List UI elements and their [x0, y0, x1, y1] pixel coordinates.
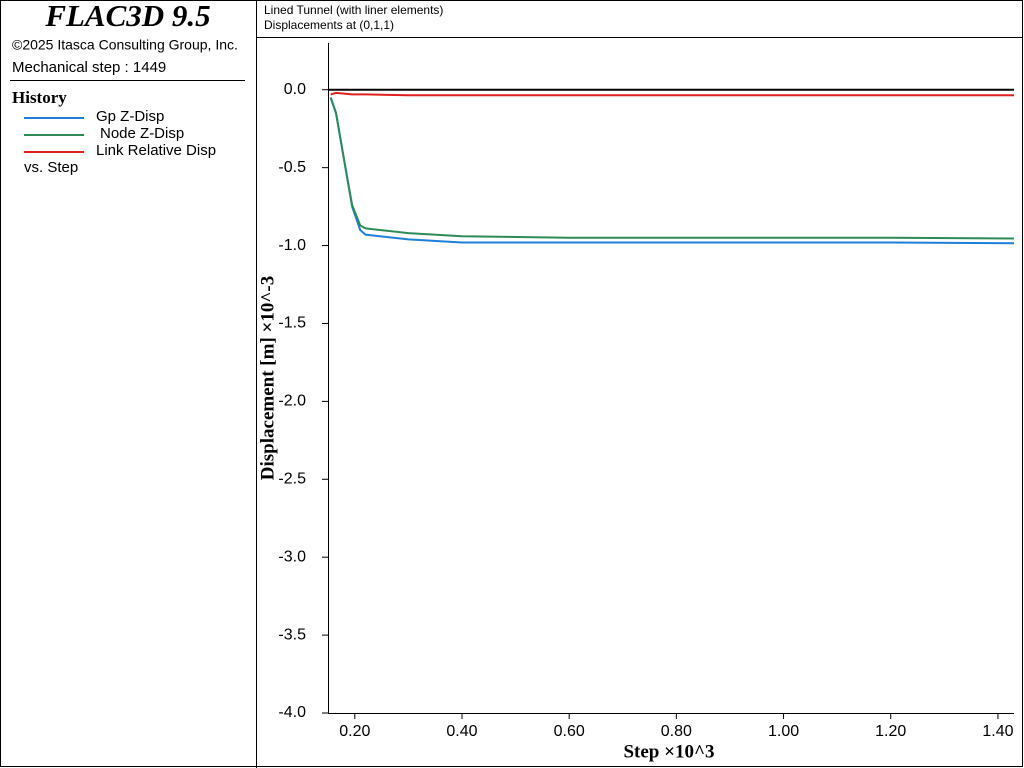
product-name: FLAC3D 9.5: [44, 0, 210, 33]
y-tick-label: -3.5: [278, 626, 306, 643]
y-tick-label: -2.0: [278, 393, 306, 410]
chart-subtitle: Displacements at (0,1,1): [264, 18, 394, 32]
series-line: [329, 97, 1015, 245]
y-tick-label: -4.0: [278, 704, 306, 721]
y-axis-title: Displacement [m] ×10^-3: [257, 276, 278, 480]
copyright: ©2025 Itasca Consulting Group, Inc.: [12, 37, 238, 53]
legend-label: Gp Z-Disp: [96, 108, 164, 125]
step-info: Mechanical step : 1449: [12, 59, 166, 76]
x-axis-title: Step ×10^3: [623, 741, 714, 762]
legend-title: History: [12, 88, 67, 107]
y-tick-label: 0.0: [284, 81, 306, 98]
y-tick-label: -0.5: [278, 159, 306, 176]
series-line: [329, 97, 1015, 240]
y-tick-label: -2.5: [278, 470, 306, 487]
y-tick-label: -1.5: [278, 315, 306, 332]
legend-label: Node Z-Disp: [100, 125, 184, 142]
chart-title: Lined Tunnel (with liner elements): [264, 3, 443, 17]
x-tick-label: 1.00: [768, 723, 799, 740]
x-tick-label: 0.20: [339, 723, 370, 740]
x-tick-label: 0.80: [661, 723, 692, 740]
x-tick-label: 0.60: [554, 723, 585, 740]
x-tick-label: 0.40: [446, 723, 477, 740]
legend-label: Link Relative Disp: [96, 142, 216, 159]
y-tick-label: -3.0: [278, 548, 306, 565]
legend-footer: vs. Step: [24, 159, 78, 176]
y-tick-label: -1.0: [278, 237, 306, 254]
x-tick-label: 1.20: [875, 723, 906, 740]
series-line: [330, 91, 1014, 97]
x-tick-label: 1.40: [982, 723, 1013, 740]
